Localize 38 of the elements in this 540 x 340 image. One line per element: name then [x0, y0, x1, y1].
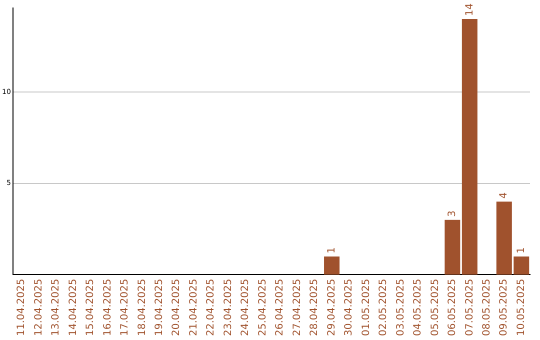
x-tick-label: 24.04.2025: [240, 278, 252, 336]
x-tick-label: 16.04.2025: [102, 278, 114, 336]
x-tick-label: 21.04.2025: [188, 278, 200, 336]
x-tick-label: 02.05.2025: [378, 278, 390, 336]
x-tick-label: 01.05.2025: [360, 278, 372, 336]
x-tick-label: 13.04.2025: [50, 278, 62, 336]
data-label: 3: [447, 210, 458, 217]
x-tick-label: 28.04.2025: [309, 278, 320, 336]
x-tick-label: 14.04.2025: [68, 278, 79, 336]
x-tick-label: 20.04.2025: [171, 278, 182, 336]
x-tick-label: 04.05.2025: [412, 278, 424, 336]
x-tick-label: 12.04.2025: [33, 278, 44, 336]
bar: [444, 220, 460, 275]
data-label: 4: [498, 192, 510, 199]
x-tick-label: 15.04.2025: [85, 278, 96, 336]
x-tick-label: 25.04.2025: [257, 278, 268, 336]
x-tick-label: 19.04.2025: [154, 278, 166, 336]
x-tick-label: 17.04.2025: [120, 278, 131, 336]
x-tick-label: 27.04.2025: [292, 278, 303, 336]
x-tick-label: 30.04.2025: [344, 278, 355, 336]
bar: [462, 18, 478, 275]
x-tick-label: 08.05.2025: [482, 278, 493, 336]
x-tick-label: 26.04.2025: [274, 278, 286, 336]
x-tick-label: 06.05.2025: [447, 278, 458, 336]
x-tick-label: 18.04.2025: [136, 278, 148, 336]
data-label: 1: [516, 247, 527, 254]
x-tick-label: 22.04.2025: [206, 278, 217, 336]
x-tick-label: 05.05.2025: [430, 278, 441, 336]
x-tick-label: 10.05.2025: [516, 278, 527, 336]
data-label: 14: [464, 3, 476, 16]
x-tick-label: 23.04.2025: [222, 278, 234, 336]
x-tick-label: 07.05.2025: [464, 278, 476, 336]
x-tick-label: 29.04.2025: [326, 278, 338, 336]
bar: [324, 256, 340, 275]
x-tick-label: 03.05.2025: [395, 278, 406, 336]
x-tick-label: 11.04.2025: [16, 278, 28, 336]
x-tick-label: 09.05.2025: [498, 278, 510, 336]
data-label: 1: [326, 247, 338, 254]
